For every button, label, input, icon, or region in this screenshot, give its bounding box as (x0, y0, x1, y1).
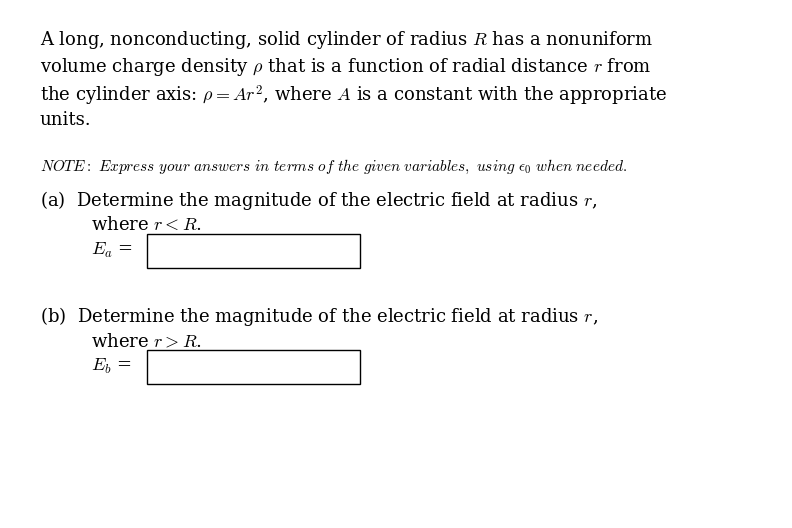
Text: volume charge density $\rho$ that is a function of radial distance $r$ from: volume charge density $\rho$ that is a f… (40, 56, 651, 79)
Text: $E_b$ =: $E_b$ = (91, 357, 131, 376)
FancyBboxPatch shape (147, 234, 360, 268)
Text: (b)  Determine the magnitude of the electric field at radius $r$,: (b) Determine the magnitude of the elect… (40, 305, 598, 328)
FancyBboxPatch shape (147, 350, 360, 384)
Text: $\mathit{NOTE{:}\ Express\ your\ answers\ in\ terms\ of\ the\ given\ variables,\: $\mathit{NOTE{:}\ Express\ your\ answers… (40, 157, 626, 175)
Text: where $r < R$.: where $r < R$. (91, 216, 202, 234)
Text: A long, nonconducting, solid cylinder of radius $R$ has a nonuniform: A long, nonconducting, solid cylinder of… (40, 29, 653, 51)
Text: units.: units. (40, 111, 91, 129)
Text: $E_a$ =: $E_a$ = (91, 241, 133, 260)
Text: (a)  Determine the magnitude of the electric field at radius $r$,: (a) Determine the magnitude of the elect… (40, 189, 597, 212)
Text: the cylinder axis: $\rho = Ar^2$, where $A$ is a constant with the appropriate: the cylinder axis: $\rho = Ar^2$, where … (40, 84, 667, 108)
Text: where $r > R$.: where $r > R$. (91, 333, 202, 351)
